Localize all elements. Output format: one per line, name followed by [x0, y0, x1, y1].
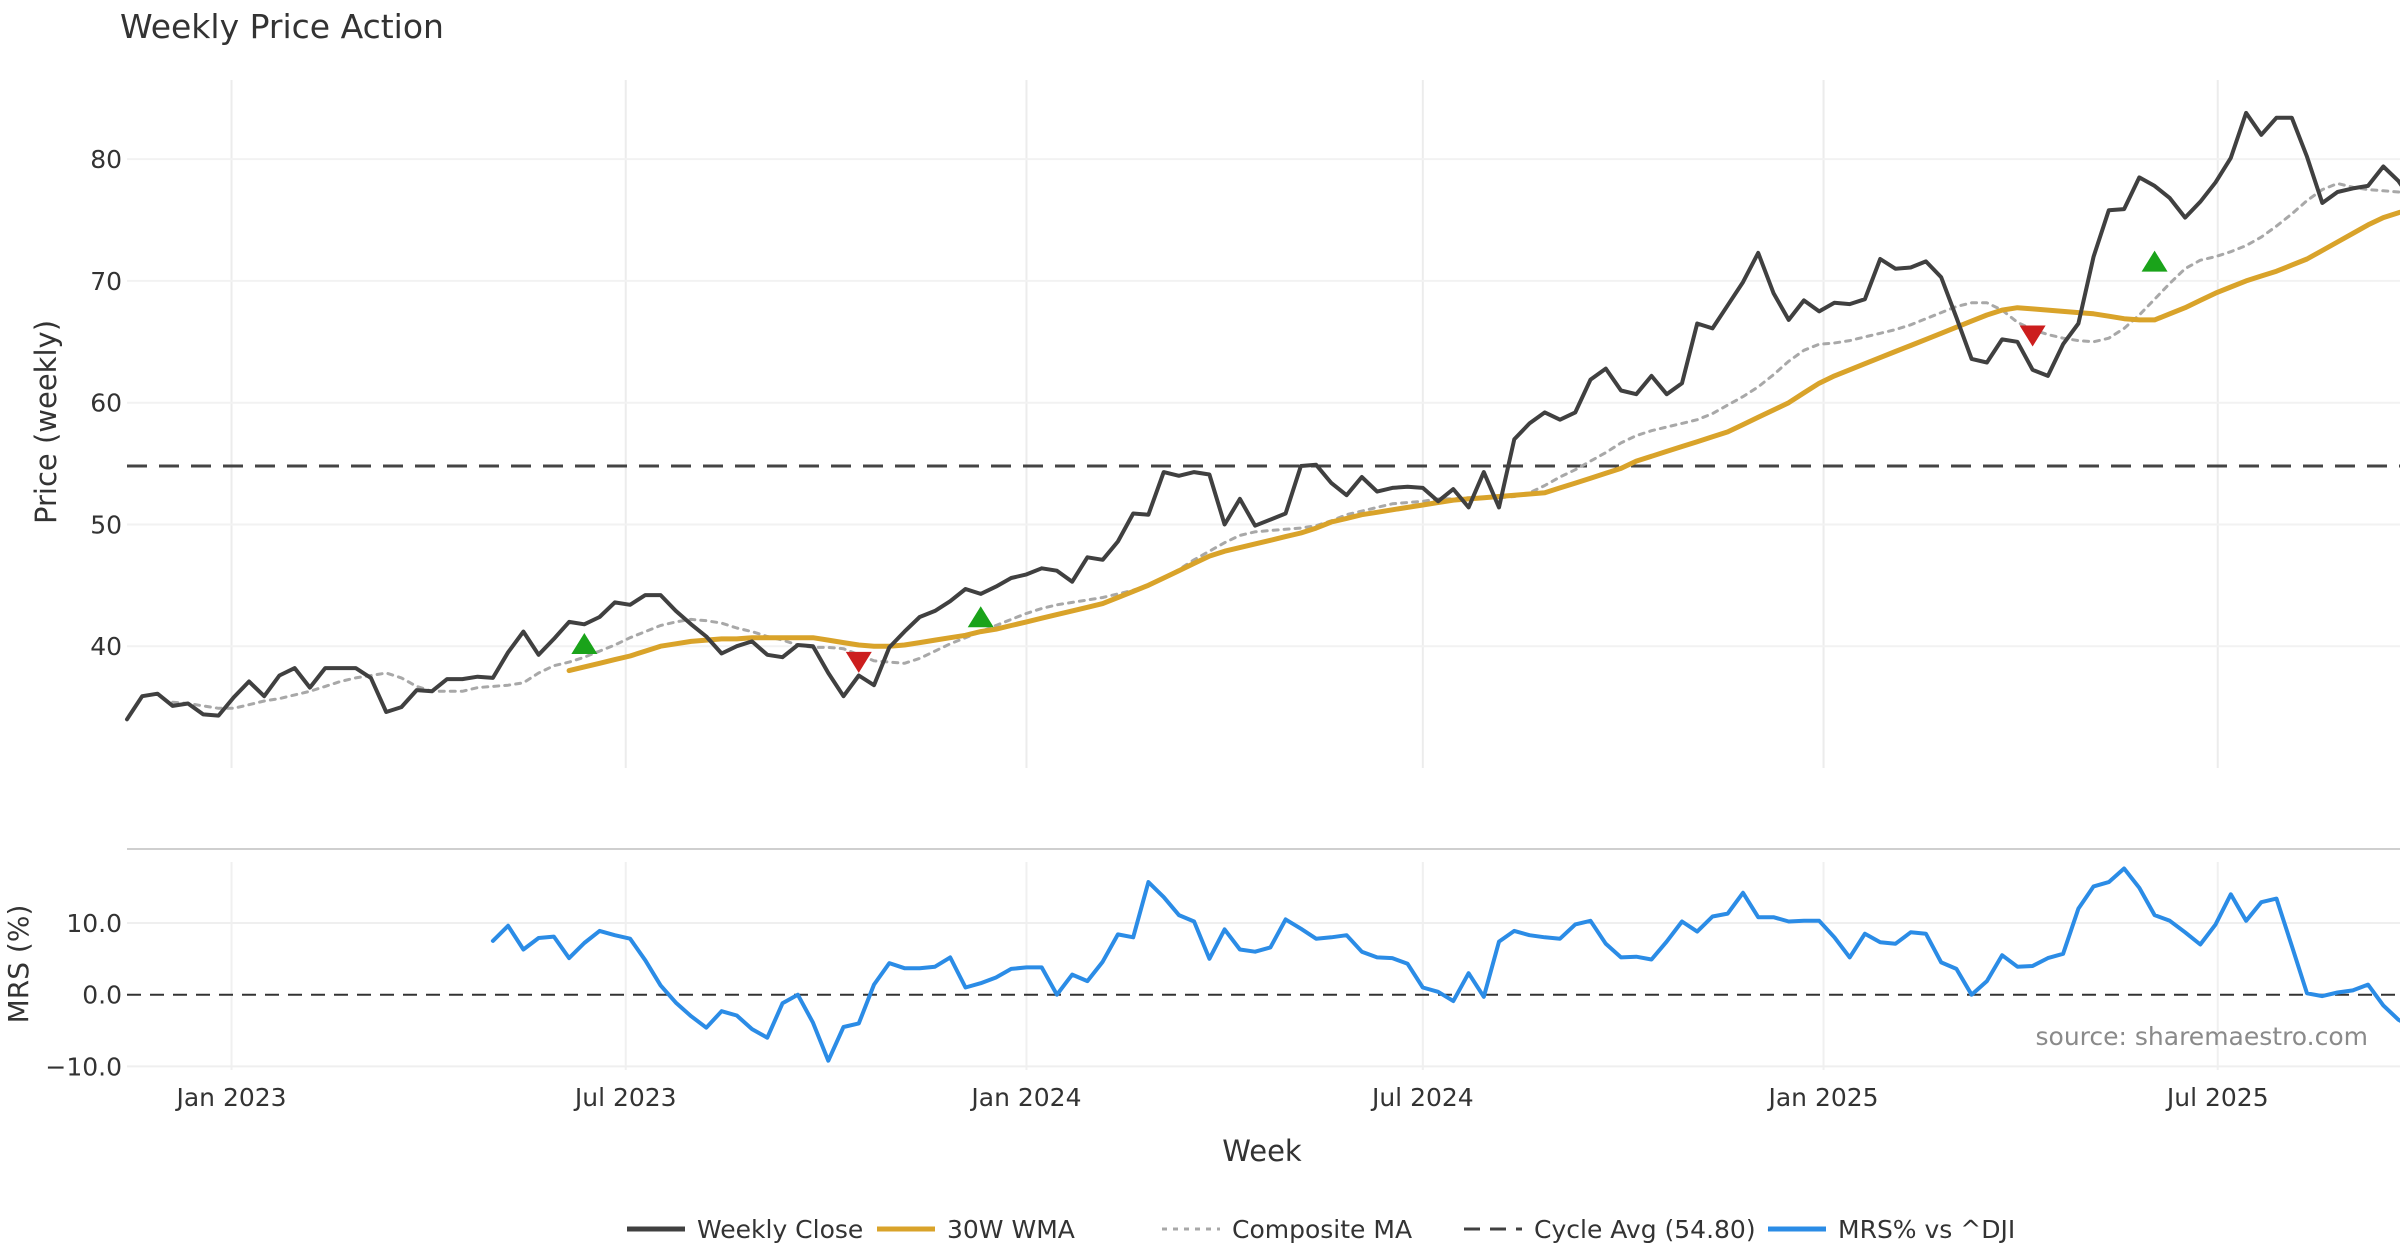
legend: Weekly Close 30W WMA Composite MA Cycle Avg…	[627, 1215, 2015, 1244]
series-30w-wma	[566, 209, 2400, 674]
x-tick-label: Jan 2024	[969, 1083, 1081, 1112]
x-tick-label: Jul 2023	[573, 1083, 677, 1112]
x-tick-label: Jul 2025	[2165, 1083, 2269, 1112]
mrs-y-tick-label: −10.0	[45, 1052, 122, 1081]
series-mrs-vs-dji	[490, 866, 2400, 1063]
x-axis-label: Week	[1222, 1134, 1302, 1168]
x-tick-label: Jul 2024	[1370, 1083, 1474, 1112]
buy-signal-marker	[967, 606, 994, 628]
mrs-y-axis: 10.0 0.0 −10.0	[45, 909, 122, 1081]
price-y-tick-label: 70	[90, 267, 122, 296]
sell-signal-marker	[845, 651, 872, 673]
x-axis: Jan 2023 Jul 2023 Jan 2024 Jul 2024 Jan 2025…	[174, 1083, 2268, 1112]
mrs-y-tick-label: 0.0	[82, 981, 122, 1010]
price-gridlines	[127, 80, 2400, 768]
legend-label: 30W WMA	[947, 1215, 1075, 1244]
series-weekly-close	[125, 110, 2400, 722]
source-note: source: sharemaestro.com	[2036, 1022, 2369, 1051]
price-series-group	[125, 110, 2400, 722]
buy-signal-marker	[571, 633, 598, 655]
series-composite-ma	[171, 182, 2400, 710]
mrs-y-axis-label: MRS (%)	[2, 905, 35, 1024]
x-tick-label: Jan 2023	[174, 1083, 286, 1112]
price-y-axis: 40 50 60 70 80	[90, 145, 122, 661]
buy-signal-marker	[2141, 250, 2168, 272]
price-y-axis-label: Price (weekly)	[29, 320, 63, 524]
legend-label: MRS% vs ^DJI	[1838, 1215, 2015, 1244]
mrs-y-tick-label: 10.0	[66, 909, 122, 938]
price-y-tick-label: 60	[90, 389, 122, 418]
price-y-tick-label: 80	[90, 145, 122, 174]
price-y-tick-label: 40	[90, 632, 122, 661]
sell-signal-marker	[2019, 325, 2046, 347]
signal-markers	[571, 250, 2168, 673]
legend-label: Weekly Close	[697, 1215, 863, 1244]
price-y-tick-label: 50	[90, 510, 122, 539]
legend-label: Composite MA	[1232, 1215, 1412, 1244]
chart-title: Weekly Price Action	[120, 7, 444, 46]
x-tick-label: Jan 2025	[1766, 1083, 1878, 1112]
mrs-series-group	[490, 866, 2400, 1063]
legend-label: Cycle Avg (54.80)	[1534, 1215, 1756, 1244]
